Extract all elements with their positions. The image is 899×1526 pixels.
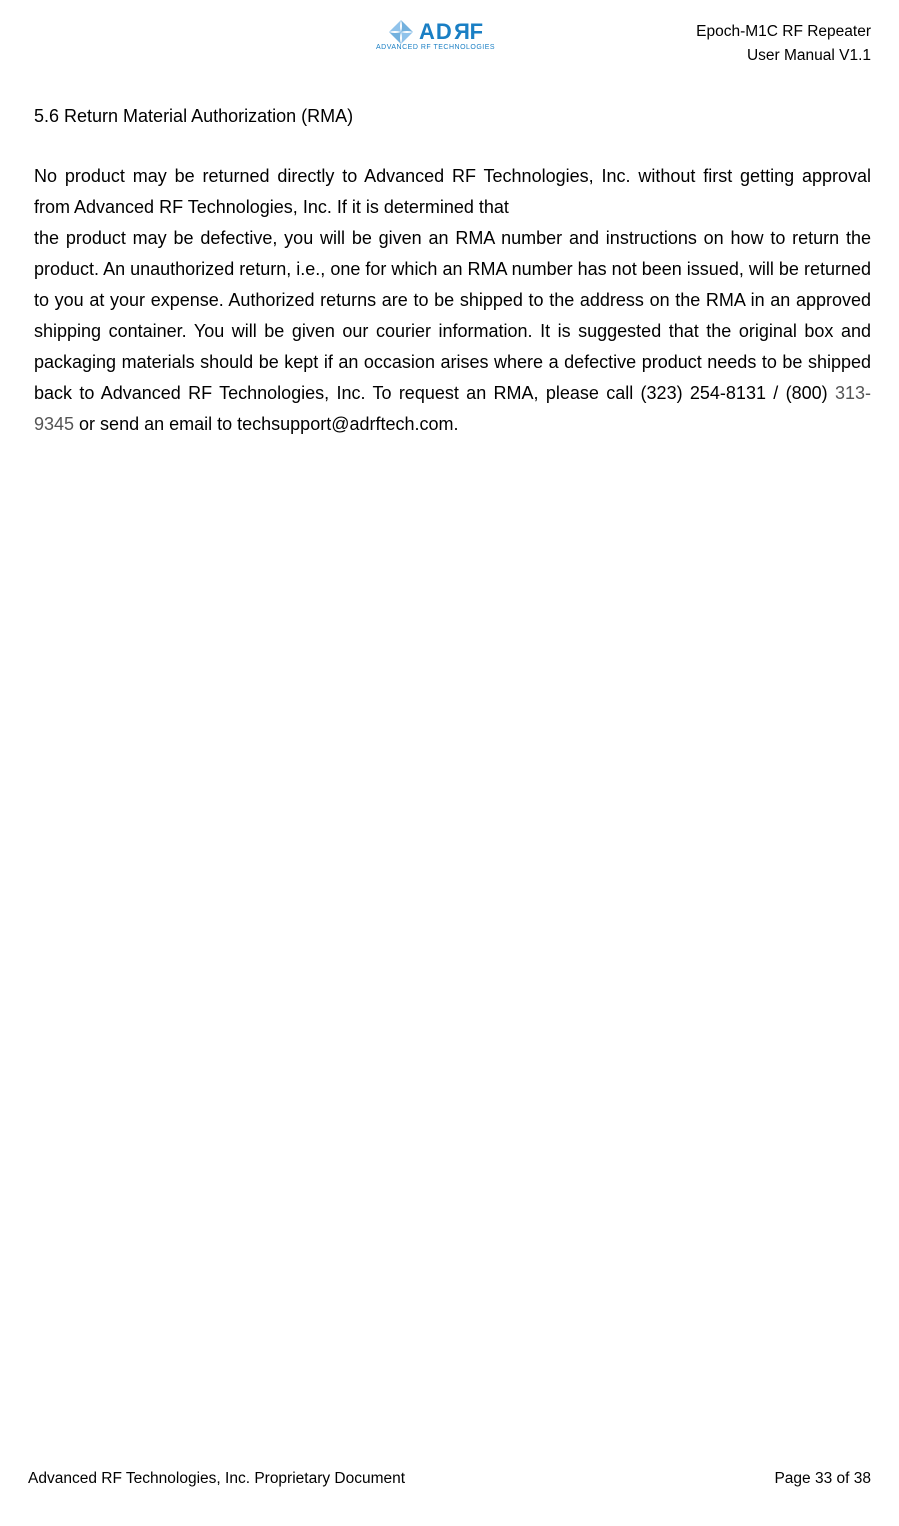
page-container: ADRF ADVANCED RF TECHNOLOGIES Epoch-M1C … [0,0,899,1526]
body-rest-b: or send an email to techsupport@adrftech… [74,414,458,434]
body-rest-a: the product may be defective, you will b… [34,228,871,403]
page-header: ADRF ADVANCED RF TECHNOLOGIES Epoch-M1C … [34,18,871,68]
logo-row: ADRF [387,18,484,46]
document-title: Epoch-M1C RF Repeater [696,20,871,44]
document-meta: Epoch-M1C RF Repeater User Manual V1.1 [696,18,871,68]
adrf-logo-icon [387,18,415,46]
page-footer: Advanced RF Technologies, Inc. Proprieta… [28,1470,871,1488]
logo-text: ADRF [419,19,484,45]
footer-left: Advanced RF Technologies, Inc. Proprieta… [28,1470,405,1488]
content-area: 5.6 Return Material Authorization (RMA) … [34,106,871,440]
document-version: User Manual V1.1 [696,44,871,68]
body-line1: No product may be returned directly to A… [34,161,871,223]
logo-block: ADRF ADVANCED RF TECHNOLOGIES [376,18,495,51]
logo-text-main: AD [419,19,453,44]
footer-right: Page 33 of 38 [774,1470,871,1488]
section-title: 5.6 Return Material Authorization (RMA) [34,106,871,127]
body-paragraph: No product may be returned directly to A… [34,161,871,440]
logo-text-reversed-r: R [453,19,470,45]
logo-text-end: F [470,19,484,44]
